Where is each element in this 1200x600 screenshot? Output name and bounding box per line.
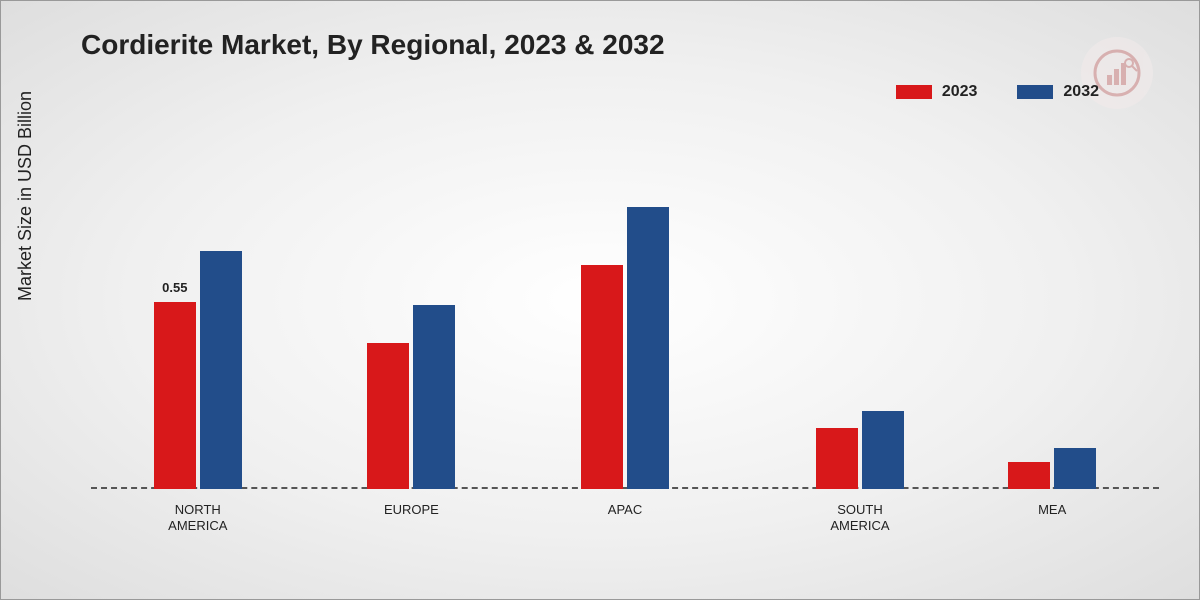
x-tick-label: APAC	[555, 502, 695, 518]
legend-item-2032: 2032	[1017, 83, 1099, 101]
bar-group	[1008, 448, 1096, 489]
bar-2032	[627, 207, 669, 489]
legend-label-2032: 2032	[1063, 83, 1099, 101]
bar-group: 0.55	[154, 251, 242, 489]
bar-2023	[816, 428, 858, 489]
x-axis-labels: NORTHAMERICA EUROPE APAC SOUTHAMERICA MEA	[91, 494, 1159, 544]
legend: 2023 2032	[896, 83, 1099, 101]
bar-2032	[200, 251, 242, 489]
legend-item-2023: 2023	[896, 83, 978, 101]
legend-swatch-2032	[1017, 85, 1053, 99]
plot-area: 0.55	[91, 151, 1159, 489]
bar-2023	[367, 343, 409, 489]
legend-label-2023: 2023	[942, 83, 978, 101]
bar-2032	[413, 305, 455, 489]
x-tick-label: NORTHAMERICA	[128, 502, 268, 535]
legend-swatch-2023	[896, 85, 932, 99]
bar-2023: 0.55	[154, 302, 196, 489]
bar-2032	[1054, 448, 1096, 489]
y-axis-label: Market Size in USD Billion	[15, 91, 36, 301]
bar-group	[816, 411, 904, 489]
bar-2032	[862, 411, 904, 489]
chart-title: Cordierite Market, By Regional, 2023 & 2…	[81, 29, 665, 61]
bar-2023	[1008, 462, 1050, 489]
bar-value-label: 0.55	[154, 280, 196, 295]
bar-group	[367, 305, 455, 489]
x-tick-label: EUROPE	[341, 502, 481, 518]
x-tick-label: MEA	[982, 502, 1122, 518]
bar-2023	[581, 265, 623, 489]
bar-group	[581, 207, 669, 489]
x-tick-label: SOUTHAMERICA	[790, 502, 930, 535]
